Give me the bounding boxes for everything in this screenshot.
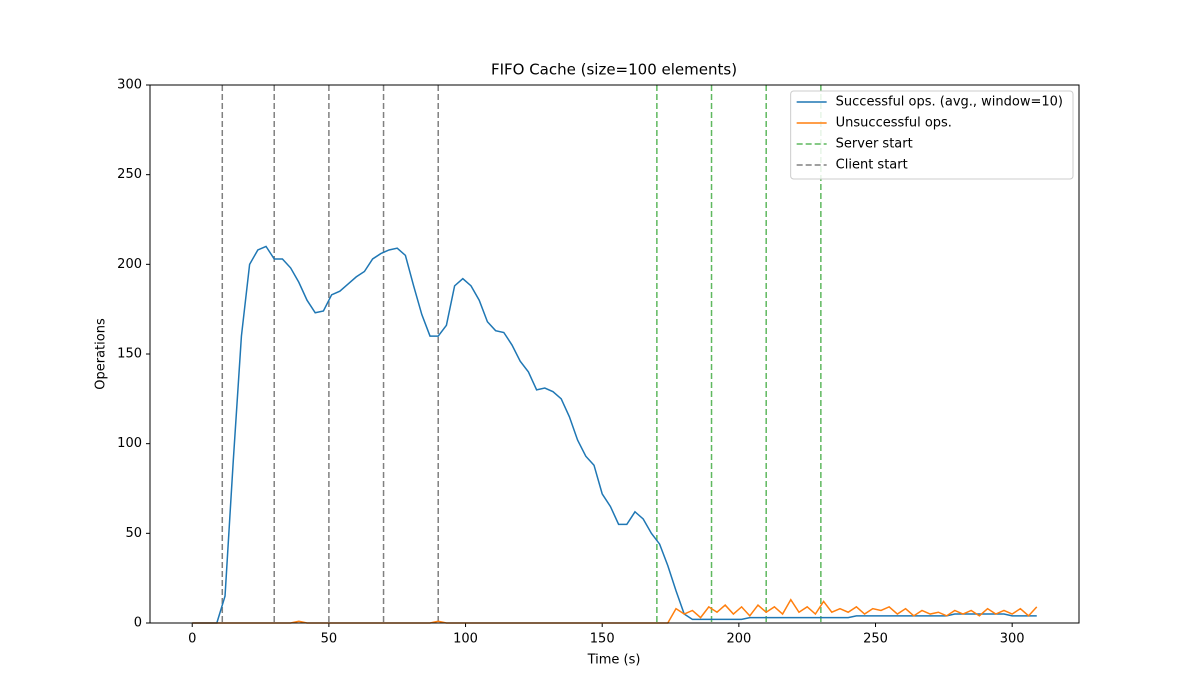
x-tick-label: 200: [726, 632, 751, 647]
x-tick-label: 0: [188, 632, 196, 647]
y-tick-label: 200: [117, 257, 142, 272]
y-tick-label: 150: [117, 347, 142, 362]
legend: Successful ops. (avg., window=10) Unsucce…: [790, 90, 1074, 180]
legend-label: Server start: [836, 137, 913, 152]
x-tick-label: 150: [590, 632, 615, 647]
legend-label: Successful ops. (avg., window=10): [836, 95, 1063, 110]
y-tick-label: 0: [134, 616, 142, 631]
axes-frame: [149, 84, 1080, 624]
x-tick-label: 100: [453, 632, 478, 647]
legend-label: Client start: [836, 158, 908, 173]
x-axis-label: Time (s): [587, 653, 641, 668]
y-axis-label: Operations: [94, 318, 109, 390]
y-tick-label: 250: [117, 167, 142, 182]
x-tick-label: 50: [321, 632, 338, 647]
x-tick-label: 300: [1000, 632, 1025, 647]
y-tick-label: 300: [117, 78, 142, 93]
series-line: [192, 245, 1037, 624]
legend-box: [790, 90, 1074, 180]
y-tick-label: 100: [117, 436, 142, 451]
legend-label: Unsuccessful ops.: [836, 116, 952, 131]
y-tick-label: 50: [125, 526, 142, 541]
chart-title: FIFO Cache (size=100 elements): [491, 61, 737, 79]
x-tick-label: 250: [863, 632, 888, 647]
